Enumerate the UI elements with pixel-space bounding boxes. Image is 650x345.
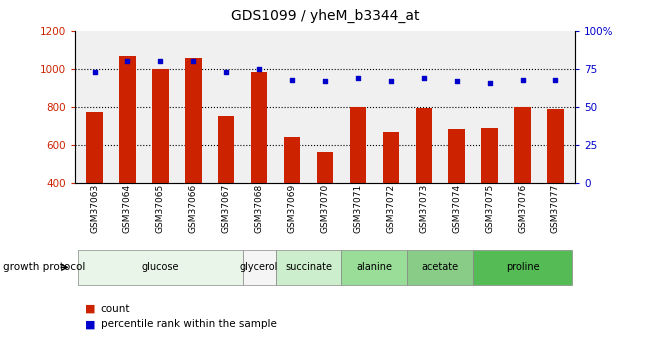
Text: ■: ■ bbox=[84, 304, 95, 314]
Text: count: count bbox=[101, 304, 130, 314]
Point bbox=[517, 77, 528, 82]
Bar bbox=[284, 137, 300, 183]
Bar bbox=[152, 69, 168, 183]
Point bbox=[254, 66, 265, 72]
Bar bbox=[119, 56, 136, 183]
Bar bbox=[276, 250, 341, 285]
Point bbox=[188, 59, 198, 64]
Bar bbox=[473, 250, 572, 285]
Point bbox=[221, 69, 231, 75]
Text: growth protocol: growth protocol bbox=[3, 263, 86, 272]
Text: percentile rank within the sample: percentile rank within the sample bbox=[101, 319, 277, 329]
Bar bbox=[415, 108, 432, 183]
Text: proline: proline bbox=[506, 263, 540, 272]
Point bbox=[551, 77, 561, 82]
Bar bbox=[514, 107, 531, 183]
Text: GDS1099 / yheM_b3344_at: GDS1099 / yheM_b3344_at bbox=[231, 9, 419, 23]
Point bbox=[419, 75, 429, 81]
Bar bbox=[317, 152, 333, 183]
Point bbox=[320, 78, 330, 84]
Text: alanine: alanine bbox=[356, 263, 393, 272]
Bar bbox=[242, 250, 276, 285]
Bar bbox=[86, 112, 103, 183]
Point bbox=[353, 75, 363, 81]
Point bbox=[89, 69, 99, 75]
Bar bbox=[547, 109, 564, 183]
Bar bbox=[448, 129, 465, 183]
Point bbox=[155, 59, 166, 64]
Bar bbox=[482, 128, 498, 183]
Text: acetate: acetate bbox=[422, 263, 459, 272]
Bar bbox=[78, 250, 242, 285]
Point bbox=[452, 78, 462, 84]
Text: glycerol: glycerol bbox=[240, 263, 278, 272]
Bar bbox=[383, 132, 399, 183]
Text: succinate: succinate bbox=[285, 263, 332, 272]
Point bbox=[385, 78, 396, 84]
Bar bbox=[350, 107, 366, 183]
Point bbox=[484, 80, 495, 86]
Bar bbox=[251, 72, 267, 183]
Bar bbox=[218, 117, 235, 183]
Point bbox=[287, 77, 297, 82]
Point bbox=[122, 59, 133, 64]
Text: ■: ■ bbox=[84, 319, 95, 329]
Text: glucose: glucose bbox=[142, 263, 179, 272]
Bar bbox=[408, 250, 473, 285]
Bar bbox=[185, 58, 202, 183]
Bar bbox=[341, 250, 408, 285]
